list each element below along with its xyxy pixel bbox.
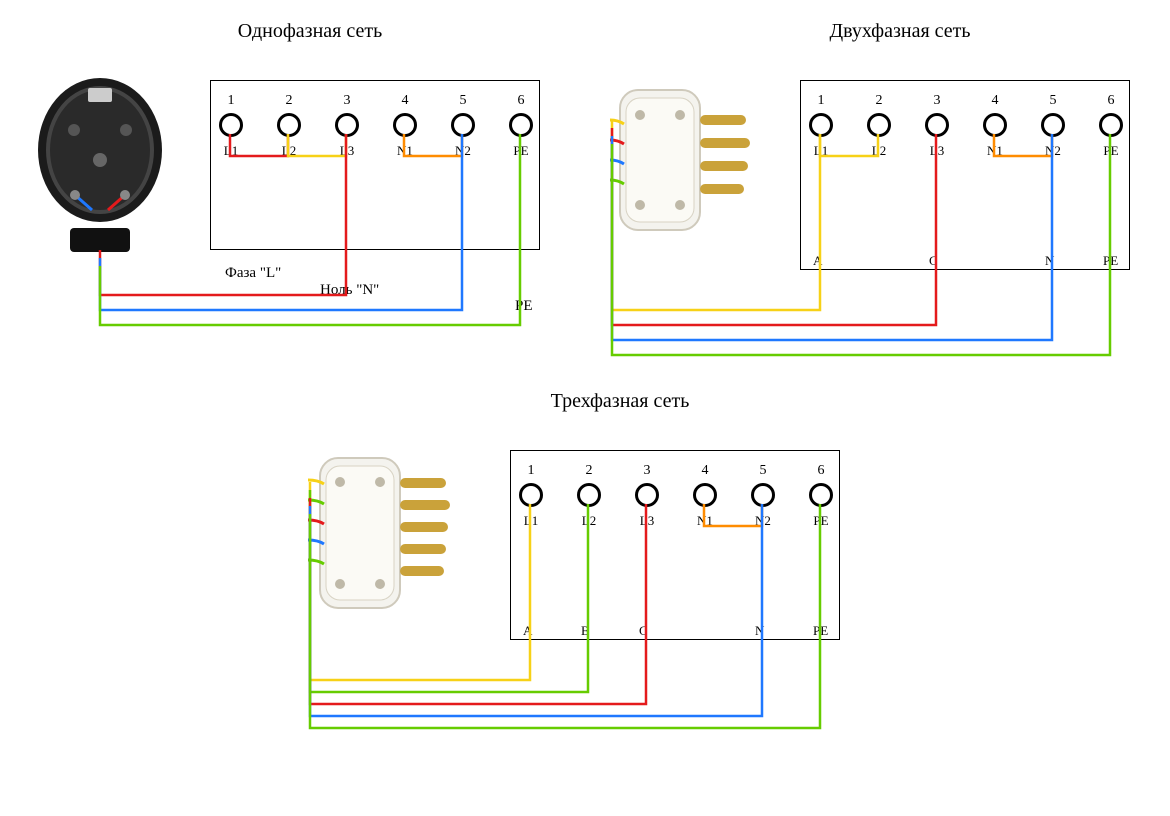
terminal-label: N2 — [455, 143, 471, 159]
terminal-label: L2 — [872, 143, 886, 159]
terminal-number: 4 — [402, 93, 409, 109]
terminal-circle-icon — [1099, 113, 1123, 137]
terminal-circle-icon — [925, 113, 949, 137]
bottom-label: PE — [1103, 253, 1118, 269]
terminal-circle-icon — [393, 113, 417, 137]
terminal-label: L3 — [340, 143, 354, 159]
terminal-label: L3 — [640, 513, 654, 529]
terminal-number: 5 — [1050, 93, 1057, 109]
terminal: 4 N1 — [385, 93, 425, 159]
terminal: 3 L3 — [327, 93, 367, 159]
terminal: 2 L2 — [269, 93, 309, 159]
terminal: 3 L3 — [917, 93, 957, 159]
terminal-circle-icon — [693, 483, 717, 507]
two-phase-diagram: Двухфазная сеть 1 L1 2 L2 3 L3 4 N1 5 N2 6 PE A C N PE — [600, 20, 1160, 360]
terminal: 2 L2 — [859, 93, 899, 159]
terminal: 4 N1 — [685, 463, 725, 529]
terminal: 1 L1 — [211, 93, 251, 159]
terminal-circle-icon — [577, 483, 601, 507]
terminal-label: L1 — [524, 513, 538, 529]
terminal-number: 1 — [228, 93, 235, 109]
terminal-circle-icon — [219, 113, 243, 137]
terminal: 1 L1 — [801, 93, 841, 159]
terminal-number: 1 — [528, 463, 535, 479]
three-terminal-block: 1 L1 2 L2 3 L3 4 N1 5 N2 6 PE A B C N PE — [510, 450, 840, 640]
terminal-label: L1 — [814, 143, 828, 159]
bottom-label: B — [581, 623, 590, 639]
single-phase-title: Однофазная сеть — [180, 20, 440, 43]
three-plug-icon — [300, 430, 460, 640]
terminal: 4 N1 — [975, 93, 1015, 159]
bottom-label: C — [639, 623, 648, 639]
terminal-number: 6 — [1108, 93, 1115, 109]
terminal-circle-icon — [509, 113, 533, 137]
terminal-circle-icon — [335, 113, 359, 137]
terminal-label: L3 — [930, 143, 944, 159]
terminal-number: 3 — [934, 93, 941, 109]
terminal-number: 1 — [818, 93, 825, 109]
terminal-number: 3 — [644, 463, 651, 479]
terminal-label: N1 — [987, 143, 1003, 159]
bottom-label: A — [523, 623, 532, 639]
terminal: 6 PE — [501, 93, 541, 159]
terminal-label: PE — [1103, 143, 1118, 159]
three-phase-diagram: Трехфазная сеть 1 L1 2 L2 3 L3 4 N1 5 N2 6 PE A B C N PE — [300, 390, 880, 750]
terminal-circle-icon — [983, 113, 1007, 137]
bottom-label: N — [1045, 253, 1054, 269]
single-terminal-block: 1 L1 2 L2 3 L3 4 N1 5 N2 6 PE — [210, 80, 540, 250]
terminal: 5 N2 — [743, 463, 783, 529]
terminal-circle-icon — [1041, 113, 1065, 137]
terminal: 2 L2 — [569, 463, 609, 529]
terminal: 1 L1 — [511, 463, 551, 529]
terminal-label: PE — [513, 143, 528, 159]
terminal-circle-icon — [519, 483, 543, 507]
terminal-number: 6 — [518, 93, 525, 109]
bottom-label: N — [755, 623, 764, 639]
two-plug-icon — [600, 60, 760, 260]
terminal-label: PE — [813, 513, 828, 529]
terminal: 6 PE — [801, 463, 841, 529]
terminal-number: 4 — [992, 93, 999, 109]
two-phase-title: Двухфазная сеть — [770, 20, 1030, 43]
single-plug-icon — [30, 60, 170, 260]
terminal-label: N1 — [397, 143, 413, 159]
terminal-number: 4 — [702, 463, 709, 479]
two-terminal-block: 1 L1 2 L2 3 L3 4 N1 5 N2 6 PE A C N PE — [800, 80, 1130, 270]
terminal: 5 N2 — [443, 93, 483, 159]
terminal: 6 PE — [1091, 93, 1131, 159]
terminal: 5 N2 — [1033, 93, 1073, 159]
terminal-number: 2 — [876, 93, 883, 109]
single-phase-diagram: Однофазная сеть 1 L1 2 L2 3 L3 4 N1 5 N2 6 PE Фаза … — [30, 20, 570, 360]
bottom-label: A — [813, 253, 822, 269]
terminal-circle-icon — [867, 113, 891, 137]
terminal-label: N2 — [755, 513, 771, 529]
terminal-number: 3 — [344, 93, 351, 109]
single-neutral-label: Ноль "N" — [320, 282, 379, 299]
terminal-label: L1 — [224, 143, 238, 159]
terminal-number: 5 — [460, 93, 467, 109]
terminal-circle-icon — [809, 483, 833, 507]
terminal-circle-icon — [277, 113, 301, 137]
terminal-number: 2 — [286, 93, 293, 109]
terminal-number: 2 — [586, 463, 593, 479]
bottom-label: C — [929, 253, 938, 269]
three-phase-title: Трехфазная сеть — [490, 390, 750, 413]
terminal-circle-icon — [751, 483, 775, 507]
terminal: 3 L3 — [627, 463, 667, 529]
terminal-number: 5 — [760, 463, 767, 479]
single-phase-label: Фаза "L" — [225, 265, 281, 282]
terminal-label: L2 — [282, 143, 296, 159]
terminal-circle-icon — [451, 113, 475, 137]
terminal-label: N1 — [697, 513, 713, 529]
terminal-number: 6 — [818, 463, 825, 479]
terminal-label: L2 — [582, 513, 596, 529]
bottom-label: PE — [813, 623, 828, 639]
terminal-circle-icon — [809, 113, 833, 137]
single-pe-label: PE — [515, 298, 533, 315]
terminal-label: N2 — [1045, 143, 1061, 159]
terminal-circle-icon — [635, 483, 659, 507]
